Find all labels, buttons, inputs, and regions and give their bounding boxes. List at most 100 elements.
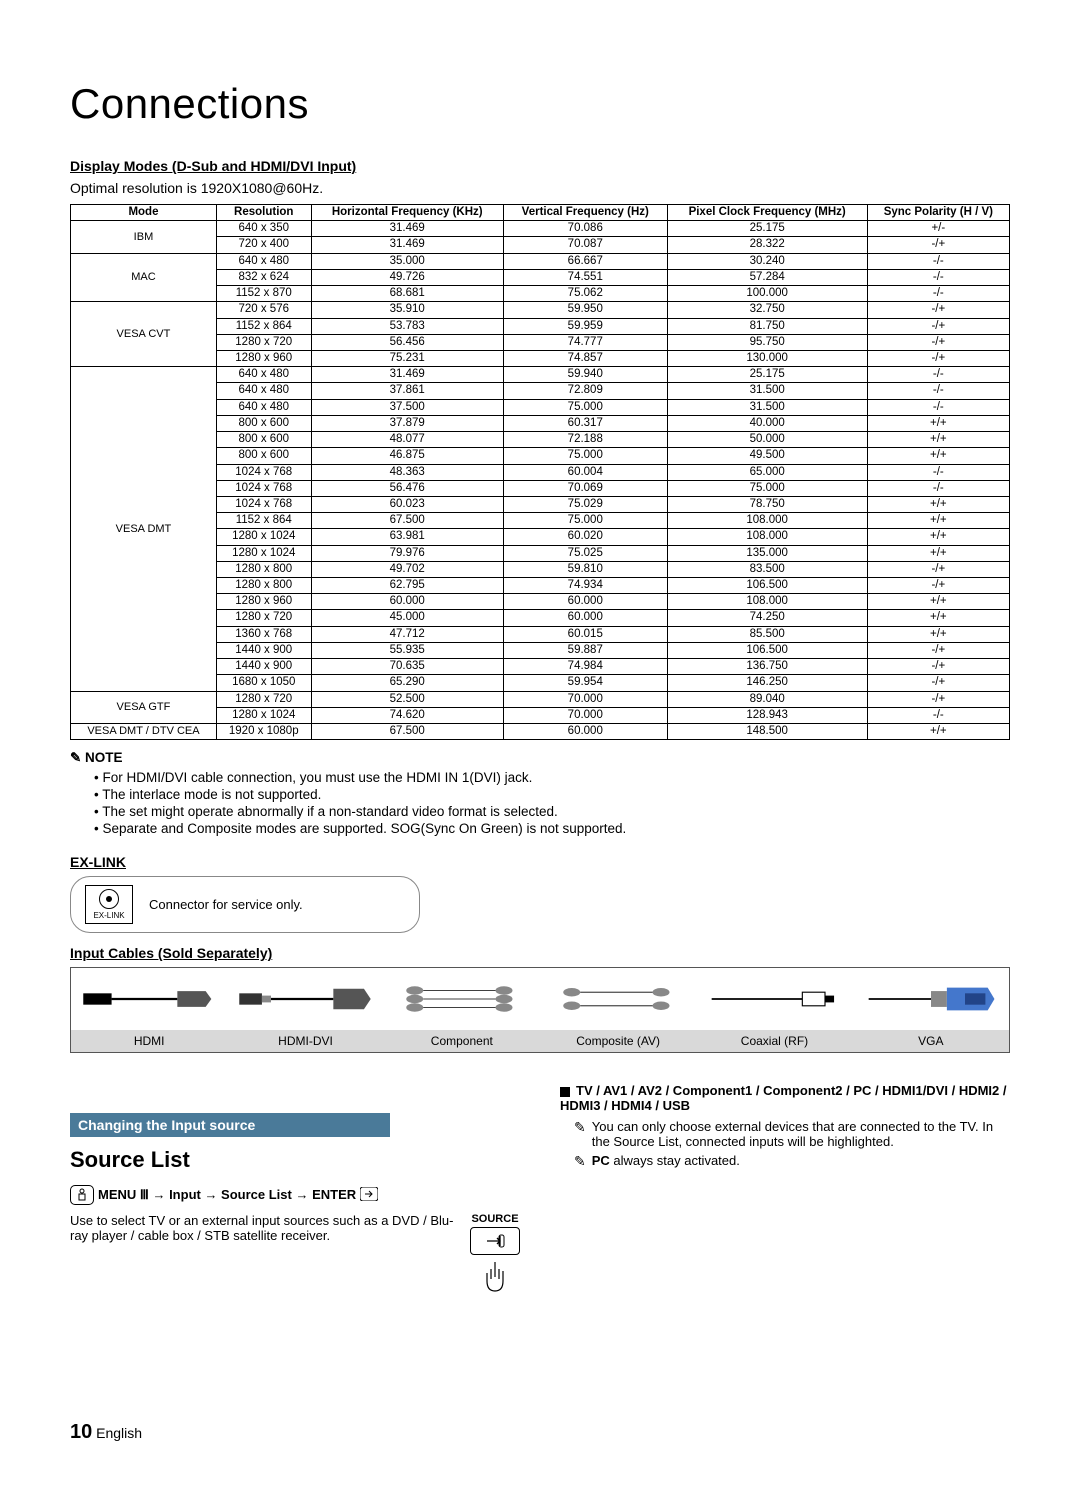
table-cell: 46.875 xyxy=(311,448,503,464)
table-cell: 1152 x 864 xyxy=(216,318,311,334)
subnote-1: ✎ You can only choose external devices t… xyxy=(574,1119,1010,1149)
table-cell: +/+ xyxy=(867,594,1009,610)
table-cell: +/+ xyxy=(867,415,1009,431)
table-cell: 49.726 xyxy=(311,269,503,285)
table-cell: 70.000 xyxy=(503,691,667,707)
table-cell: +/+ xyxy=(867,626,1009,642)
table-cell: 37.861 xyxy=(311,383,503,399)
table-cell: 640 x 480 xyxy=(216,367,311,383)
table-cell: 85.500 xyxy=(667,626,867,642)
cable-icon xyxy=(853,968,1009,1030)
table-cell: 74.934 xyxy=(503,578,667,594)
cable-label: Component xyxy=(384,1030,540,1052)
table-cell: 108.000 xyxy=(667,594,867,610)
table-cell: -/+ xyxy=(867,561,1009,577)
table-row: VESA DMT640 x 48031.46959.94025.175-/- xyxy=(71,367,1010,383)
table-cell: 37.500 xyxy=(311,399,503,415)
table-cell: 1280 x 720 xyxy=(216,610,311,626)
table-cell: -/- xyxy=(867,383,1009,399)
table-cell: 32.750 xyxy=(667,302,867,318)
table-cell: 66.667 xyxy=(503,253,667,269)
table-cell: 1280 x 720 xyxy=(216,334,311,350)
table-cell: 1360 x 768 xyxy=(216,626,311,642)
table-cell: 49.702 xyxy=(311,561,503,577)
table-cell: 59.954 xyxy=(503,675,667,691)
changing-input-bar: Changing the Input source xyxy=(70,1113,390,1137)
table-cell: 1280 x 1024 xyxy=(216,545,311,561)
table-cell: 31.469 xyxy=(311,367,503,383)
cables-grid: HDMIHDMI-DVIComponentComposite (AV)Coaxi… xyxy=(70,967,1010,1053)
table-cell: -/+ xyxy=(867,318,1009,334)
table-cell: +/+ xyxy=(867,724,1009,740)
table-cell: -/+ xyxy=(867,642,1009,658)
table-cell: 53.783 xyxy=(311,318,503,334)
optimal-resolution-text: Optimal resolution is 1920X1080@60Hz. xyxy=(70,180,1010,196)
table-cell: 1024 x 768 xyxy=(216,480,311,496)
table-cell: 640 x 480 xyxy=(216,383,311,399)
table-cell: +/+ xyxy=(867,610,1009,626)
table-cell: -/- xyxy=(867,253,1009,269)
table-cell: 146.250 xyxy=(667,675,867,691)
display-modes-heading: Display Modes (D-Sub and HDMI/DVI Input) xyxy=(70,158,1010,174)
table-cell: 25.175 xyxy=(667,367,867,383)
table-cell: 75.062 xyxy=(503,286,667,302)
table-cell: 72.809 xyxy=(503,383,667,399)
table-cell: 60.317 xyxy=(503,415,667,431)
table-cell: 52.500 xyxy=(311,691,503,707)
page-title: Connections xyxy=(70,80,1010,128)
table-cell: 30.240 xyxy=(667,253,867,269)
table-cell: 60.000 xyxy=(503,594,667,610)
table-cell: 48.363 xyxy=(311,464,503,480)
table-cell: 79.976 xyxy=(311,545,503,561)
table-cell: 136.750 xyxy=(667,659,867,675)
table-cell: -/+ xyxy=(867,302,1009,318)
table-cell: 74.620 xyxy=(311,707,503,723)
table-cell: 70.069 xyxy=(503,480,667,496)
table-header: Horizontal Frequency (KHz) xyxy=(311,205,503,221)
table-cell: -/+ xyxy=(867,578,1009,594)
cable-label: Composite (AV) xyxy=(540,1030,696,1052)
table-cell: 74.777 xyxy=(503,334,667,350)
table-cell: 640 x 480 xyxy=(216,399,311,415)
source-button-figure: SOURCE xyxy=(470,1213,520,1300)
tv-inputs-list: TV / AV1 / AV2 / Component1 / Component2… xyxy=(560,1083,1010,1113)
mode-cell: VESA GTF xyxy=(71,691,217,723)
table-cell: 800 x 600 xyxy=(216,415,311,431)
table-cell: 67.500 xyxy=(311,513,503,529)
table-cell: 49.500 xyxy=(667,448,867,464)
table-cell: 60.020 xyxy=(503,529,667,545)
source-list-desc: Use to select TV or an external input so… xyxy=(70,1213,520,1243)
table-cell: 640 x 350 xyxy=(216,221,311,237)
table-cell: 1152 x 864 xyxy=(216,513,311,529)
table-cell: 81.750 xyxy=(667,318,867,334)
table-cell: 1280 x 960 xyxy=(216,350,311,366)
table-cell: 720 x 576 xyxy=(216,302,311,318)
table-cell: 640 x 480 xyxy=(216,253,311,269)
table-cell: 45.000 xyxy=(311,610,503,626)
source-button-icon xyxy=(470,1227,520,1255)
table-cell: 70.000 xyxy=(503,707,667,723)
table-cell: 1920 x 1080p xyxy=(216,724,311,740)
table-cell: 59.810 xyxy=(503,561,667,577)
table-cell: 832 x 624 xyxy=(216,269,311,285)
table-header: Sync Polarity (H / V) xyxy=(867,205,1009,221)
table-cell: 72.188 xyxy=(503,432,667,448)
note-hand-icon: ✎ xyxy=(574,1153,586,1170)
input-cables-heading: Input Cables (Sold Separately) xyxy=(70,945,1010,961)
exlink-desc: Connector for service only. xyxy=(149,897,303,912)
table-cell: 68.681 xyxy=(311,286,503,302)
table-cell: 59.950 xyxy=(503,302,667,318)
table-cell: 1680 x 1050 xyxy=(216,675,311,691)
cable-label: Coaxial (RF) xyxy=(696,1030,852,1052)
enter-icon xyxy=(360,1187,378,1204)
table-cell: 1280 x 800 xyxy=(216,561,311,577)
table-cell: 74.984 xyxy=(503,659,667,675)
table-cell: 37.879 xyxy=(311,415,503,431)
table-cell: 31.469 xyxy=(311,221,503,237)
table-cell: 108.000 xyxy=(667,513,867,529)
table-cell: 1280 x 1024 xyxy=(216,707,311,723)
table-cell: 56.476 xyxy=(311,480,503,496)
table-cell: 95.750 xyxy=(667,334,867,350)
table-cell: -/+ xyxy=(867,237,1009,253)
mode-cell: VESA DMT xyxy=(71,367,217,691)
